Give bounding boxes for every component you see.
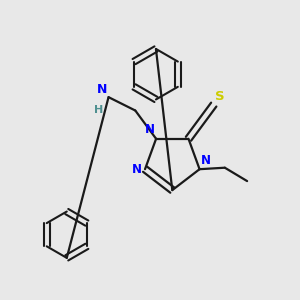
Text: H: H — [94, 105, 103, 115]
Text: N: N — [201, 154, 211, 167]
Text: N: N — [97, 83, 107, 96]
Text: S: S — [215, 90, 225, 103]
Text: N: N — [145, 123, 154, 136]
Text: N: N — [132, 163, 142, 176]
